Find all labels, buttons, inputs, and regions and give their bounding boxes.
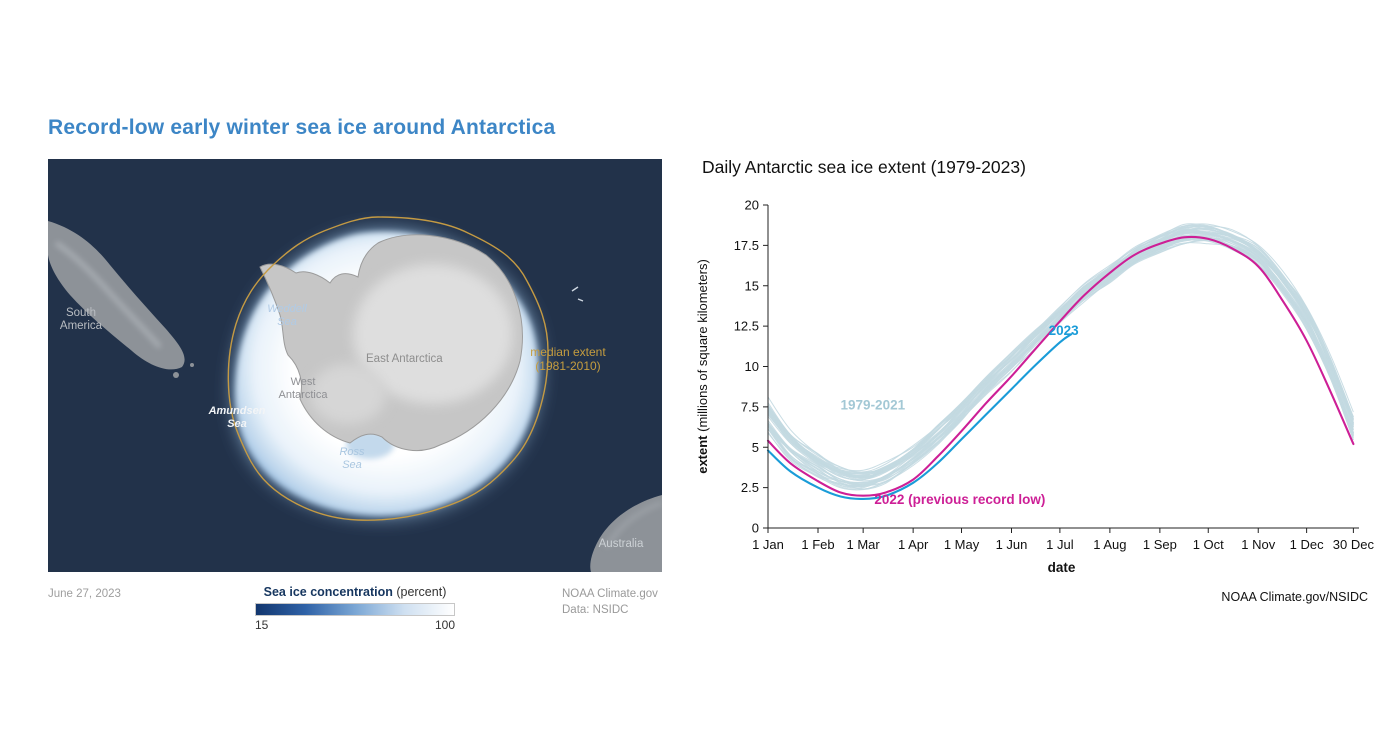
svg-text:1 Sep: 1 Sep [1143,537,1177,552]
svg-text:1 Jul: 1 Jul [1046,537,1074,552]
svg-text:1 Jan: 1 Jan [752,537,784,552]
svg-text:1 Aug: 1 Aug [1093,537,1126,552]
svg-text:5: 5 [752,440,759,455]
small-islands [571,286,584,302]
svg-text:1979-2021: 1979-2021 [841,397,906,412]
svg-text:1 Nov: 1 Nov [1241,537,1275,552]
svg-text:17.5: 17.5 [734,238,759,253]
svg-text:2.5: 2.5 [741,480,759,495]
svg-text:extent (millions of square kil: extent (millions of square kilometers) [695,259,710,474]
map-date: June 27, 2023 [48,588,121,600]
svg-text:1 Oct: 1 Oct [1193,537,1224,552]
legend-title: Sea ice concentration (percent) [263,585,447,599]
east-antarctica-interior [353,264,513,404]
svg-text:date: date [1048,560,1076,575]
median-extent-line [227,216,549,521]
island-dot [173,372,179,378]
andes-highlight [54,240,162,349]
chart-title: Daily Antarctic sea ice extent (1979-202… [702,157,1026,177]
svg-text:2022 (previous record low): 2022 (previous record low) [874,492,1045,507]
svg-text:2023: 2023 [1049,323,1080,338]
svg-text:1 Feb: 1 Feb [801,537,834,552]
svg-text:7.5: 7.5 [741,399,759,414]
svg-text:1 Mar: 1 Mar [847,537,881,552]
chart-credit: NOAA Climate.gov/NSIDC [1221,590,1368,604]
svg-text:20: 20 [745,198,759,213]
west-antarctica-interior [310,364,386,424]
sea-ice-legend: Sea ice concentration (percent) 15 100 [255,585,455,632]
south-america-landmass [48,221,185,370]
svg-text:1 Dec: 1 Dec [1290,537,1324,552]
island-dot [190,363,194,367]
svg-text:15: 15 [745,278,759,293]
svg-text:30 Dec: 30 Dec [1333,537,1375,552]
svg-text:1 May: 1 May [944,537,980,552]
map-credit: NOAA Climate.gov Data: NSIDC [562,588,658,617]
antarctica-map: South America Weddell Sea East Antarctic… [48,159,662,572]
svg-text:12.5: 12.5 [734,319,759,334]
australia-coast-highlight [605,501,662,548]
svg-text:10: 10 [745,359,759,374]
antarctica-map-graphic [48,159,662,572]
legend-min-label: 15 [255,618,269,632]
svg-text:1 Apr: 1 Apr [898,537,929,552]
australia-landmass [590,495,662,572]
legend-gradient-bar [255,603,455,616]
svg-text:1 Jun: 1 Jun [996,537,1028,552]
svg-text:0: 0 [752,521,759,536]
map-title: Record-low early winter sea ice around A… [48,116,556,139]
legend-scale: 15 100 [255,618,455,632]
legend-max-label: 100 [434,618,455,632]
sea-ice-extent-chart: 0 2.5 5 7.5 10 12.5 15 17.5 20 1 Jan 1 Feb 1 Mar 1 A… [695,198,1375,576]
